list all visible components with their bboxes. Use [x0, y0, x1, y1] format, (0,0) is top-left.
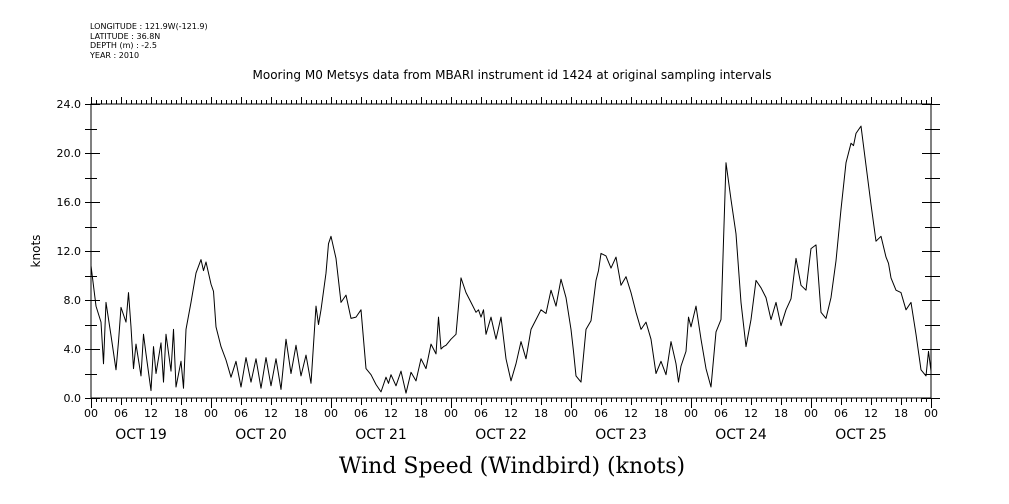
x-day-label: OCT 25	[835, 427, 887, 443]
longitude-label: LONGITUDE : 121.9W(-121.9)	[90, 22, 208, 31]
x-hour-label: 12	[384, 407, 398, 420]
x-hour-label: 00	[684, 407, 698, 420]
x-hour-label: 12	[144, 407, 158, 420]
x-hour-label: 00	[204, 407, 218, 420]
x-hour-label: 06	[834, 407, 848, 420]
x-hour-label: 12	[264, 407, 278, 420]
x-hour-label: 12	[744, 407, 758, 420]
x-day-label: OCT 22	[475, 427, 527, 443]
x-hour-label: 12	[504, 407, 518, 420]
y-tick-label: 24.0	[57, 98, 82, 111]
y-tick-label: 12.0	[57, 245, 82, 258]
x-hour-label: 18	[294, 407, 308, 420]
x-hour-label: 00	[84, 407, 98, 420]
x-hour-label: 12	[624, 407, 638, 420]
depth-label: DEPTH (m) : -2.5	[90, 41, 157, 50]
wind-speed-line	[90, 125, 932, 394]
y-tick-label: 0.0	[64, 392, 82, 405]
x-hour-label: 06	[234, 407, 248, 420]
x-hour-label: 18	[894, 407, 908, 420]
x-hour-label: 18	[534, 407, 548, 420]
x-hour-label: 06	[354, 407, 368, 420]
x-hour-label: 06	[594, 407, 608, 420]
x-day-label: OCT 19	[115, 427, 167, 443]
latitude-label: LATITUDE : 36.8N	[90, 31, 161, 41]
y-tick-label: 8.0	[64, 294, 82, 307]
x-hour-label: 00	[444, 407, 458, 420]
x-hour-label: 06	[474, 407, 488, 420]
x-day-label: OCT 20	[235, 427, 287, 443]
header-meta: LONGITUDE : 121.9W(-121.9) LATITUDE : 36…	[90, 22, 208, 60]
x-day-label: OCT 23	[595, 427, 647, 443]
y-tick-label: 16.0	[57, 196, 82, 209]
x-hour-label: 18	[654, 407, 668, 420]
plot-frame	[90, 103, 932, 399]
year-label: YEAR : 2010	[90, 50, 140, 60]
chart-title: Mooring M0 Metsys data from MBARI instru…	[252, 68, 772, 82]
x-hour-label: 12	[864, 407, 878, 420]
x-hour-label: 06	[114, 407, 128, 420]
x-hour-label: 18	[774, 407, 788, 420]
y-tick-label: 20.0	[57, 147, 82, 160]
chart-caption: Wind Speed (Windbird) (knots)	[338, 454, 686, 479]
x-hour-label: 06	[714, 407, 728, 420]
x-hour-label: 00	[564, 407, 578, 420]
x-hour-label: 18	[174, 407, 188, 420]
x-hour-label: 00	[804, 407, 818, 420]
y-tick-label: 4.0	[64, 343, 82, 356]
x-hour-label: 00	[924, 407, 938, 420]
x-hour-label: 00	[324, 407, 338, 420]
y-axis-label: knots	[29, 235, 43, 268]
x-hour-label: 18	[414, 407, 428, 420]
x-day-label: OCT 21	[355, 427, 407, 443]
x-day-label: OCT 24	[715, 427, 767, 443]
